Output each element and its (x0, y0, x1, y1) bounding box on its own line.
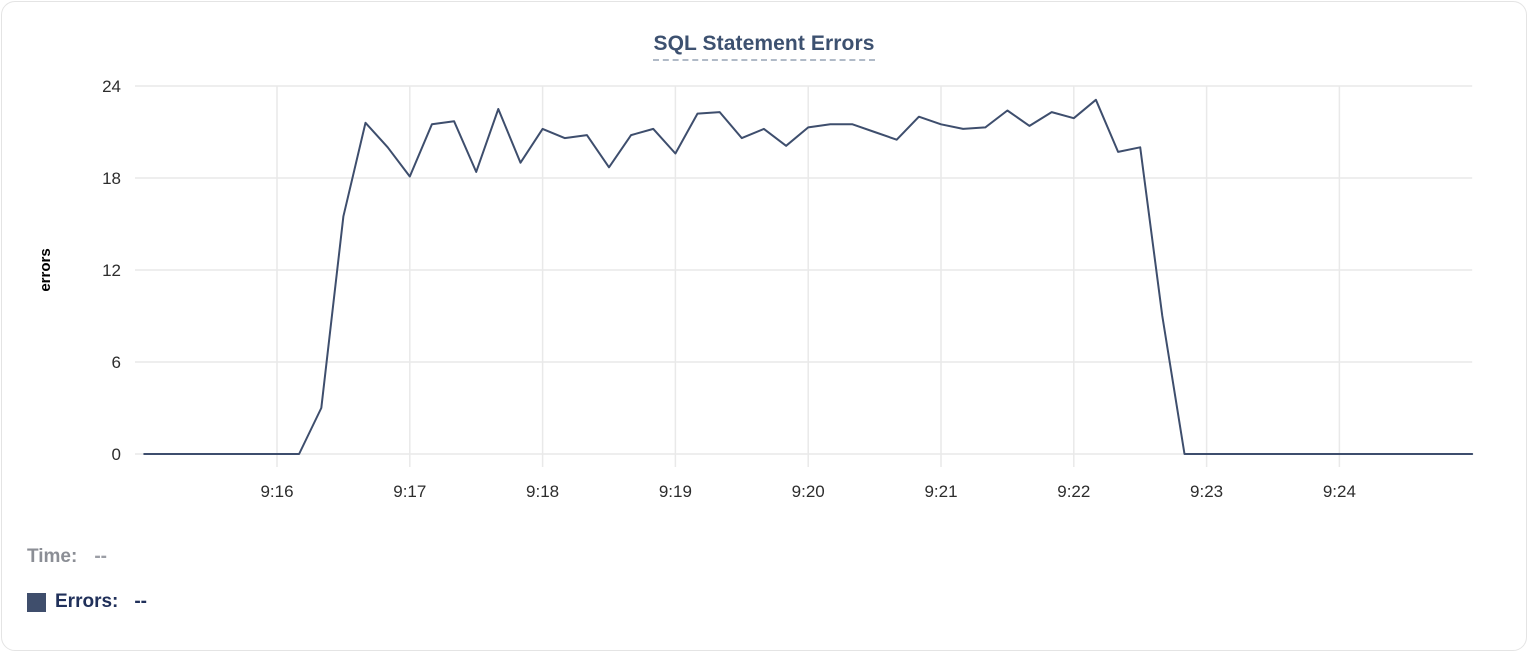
errors-series-swatch-icon (27, 592, 46, 612)
time-readout-row: Time: -- (27, 545, 147, 569)
x-tick-label: 9:16 (260, 482, 293, 501)
x-axis-tick-labels: 9:16 9:17 9:18 9:19 9:20 9:21 9:22 9:23 9:24 (260, 482, 1355, 501)
sql-statement-errors-chart[interactable]: 0 6 12 18 24 9:16 9:17 9:18 9:19 9:20 9:21 9:22 9:23… (2, 2, 1528, 514)
errors-label: Errors: (55, 591, 119, 612)
y-axis-tick-labels: 0 6 12 18 24 (102, 77, 121, 464)
time-value: -- (94, 546, 107, 567)
y-axis-title: errors (37, 248, 54, 291)
x-tick-label: 9:23 (1190, 482, 1223, 501)
chart-header: SQL Statement Errors (2, 32, 1526, 61)
x-tick-label: 9:19 (659, 482, 692, 501)
chart-gridlines (135, 85, 1473, 467)
x-tick-label: 9:21 (924, 482, 957, 501)
x-tick-label: 9:17 (393, 482, 426, 501)
y-tick-label: 12 (102, 261, 121, 280)
x-tick-label: 9:18 (526, 482, 559, 501)
chart-title-link[interactable]: SQL Statement Errors (653, 32, 875, 61)
errors-readout-row: Errors: -- (27, 590, 147, 614)
x-tick-label: 9:22 (1057, 482, 1090, 501)
errors-series-line (143, 98, 1474, 455)
y-tick-label: 18 (102, 169, 121, 188)
y-tick-label: 6 (112, 353, 121, 372)
hover-readout-legend: Time: -- Errors: -- (27, 545, 147, 614)
x-tick-label: 9:20 (792, 482, 825, 501)
y-tick-label: 24 (102, 77, 121, 96)
x-tick-label: 9:24 (1323, 482, 1356, 501)
time-label: Time: (27, 546, 78, 567)
y-tick-label: 0 (112, 445, 121, 464)
errors-value: -- (134, 591, 148, 612)
